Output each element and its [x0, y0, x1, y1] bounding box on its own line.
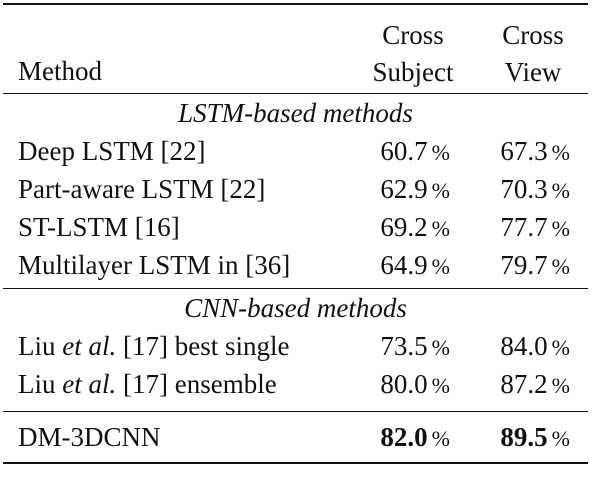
cross-view-cell: 77.7% — [500, 212, 570, 242]
cross-view-cell: 84.0% — [500, 331, 570, 361]
section-rule — [3, 288, 588, 289]
bottom-rule — [3, 462, 588, 464]
method-cell: Liu et al. [17] best single — [18, 331, 290, 361]
results-table: Method Cross Subject Cross View LSTM-bas… — [3, 3, 588, 464]
header-cross-view-line1: Cross — [502, 20, 564, 50]
table-row: Deep LSTM [22] 60.7% 67.3% — [3, 132, 588, 170]
method-cell: Multilayer LSTM in [36] — [18, 250, 291, 280]
header-cross-view: Cross View — [483, 17, 583, 91]
header-cross-subject-line2: Subject — [372, 57, 454, 87]
cross-view-cell: 67.3% — [500, 136, 570, 166]
cross-view-cell: 89.5% — [500, 422, 570, 452]
table-row: Liu et al. [17] best single 73.5% 84.0% — [3, 327, 588, 365]
header-cross-view-line2: View — [504, 57, 562, 87]
method-cell: Deep LSTM [22] — [18, 136, 206, 166]
table-row: ST-LSTM [16] 69.2% 77.7% — [3, 208, 588, 246]
header-method: Method — [18, 56, 102, 86]
method-cell: Part-aware LSTM [22] — [18, 174, 266, 204]
header-cross-subject-line1: Cross — [382, 20, 444, 50]
section-title-cnn: CNN-based methods — [184, 293, 407, 323]
header-cross-subject: Cross Subject — [358, 17, 468, 91]
cross-view-cell: 79.7% — [500, 250, 570, 280]
table-row: Part-aware LSTM [22] 62.9% 70.3% — [3, 170, 588, 208]
header-rule — [3, 93, 588, 94]
method-cell: Liu et al. [17] ensemble — [18, 369, 277, 399]
cross-subject-cell: 80.0% — [380, 369, 450, 399]
cross-view-cell: 87.2% — [500, 369, 570, 399]
method-cell: ST-LSTM [16] — [18, 212, 180, 242]
table-row-final: DM-3DCNN 82.0% 89.5% — [3, 418, 588, 456]
method-cell: DM-3DCNN — [18, 422, 161, 452]
cross-subject-cell: 64.9% — [380, 250, 450, 280]
cross-subject-cell: 82.0% — [380, 422, 450, 452]
cross-subject-cell: 62.9% — [380, 174, 450, 204]
table-row: Multilayer LSTM in [36] 64.9% 79.7% — [3, 246, 588, 284]
cross-subject-cell: 69.2% — [380, 212, 450, 242]
section-title-lstm: LSTM-based methods — [178, 98, 413, 128]
cross-subject-cell: 60.7% — [380, 136, 450, 166]
cross-subject-cell: 73.5% — [380, 331, 450, 361]
top-rule — [3, 3, 588, 5]
final-rule — [3, 411, 588, 412]
cross-view-cell: 70.3% — [500, 174, 570, 204]
table-row: Liu et al. [17] ensemble 80.0% 87.2% — [3, 365, 588, 403]
table-header: Method Cross Subject Cross View — [3, 5, 588, 93]
